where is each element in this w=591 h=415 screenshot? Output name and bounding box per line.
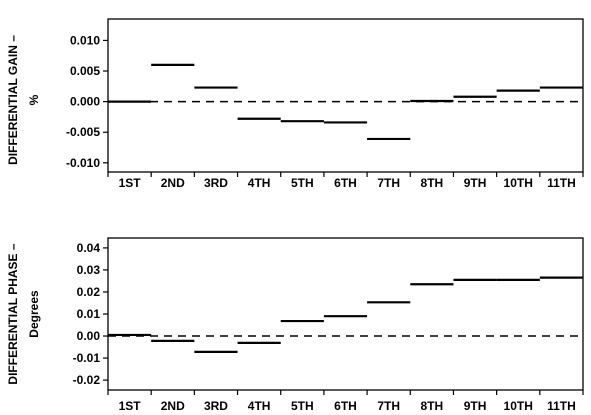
chart-2-ytick-label: 0.03 [77,263,101,277]
chart-2-xtick-label: 1ST [119,399,142,413]
chart-1-ytick-label: 0.005 [70,64,100,78]
chart-1-ylabel-line: % [27,94,41,105]
chart-2-xtick-label: 5TH [291,399,314,413]
chart-2-plot-frame [107,237,584,391]
chart-1-xtick-label: 9TH [464,176,487,190]
chart-2-xtick-label: 6TH [334,399,357,413]
chart-1-ytick-label: 0.010 [70,33,100,47]
chart-2-xtick-label: 9TH [464,399,487,413]
chart-2-xtick-label: 4TH [248,399,271,413]
chart-1-xtick-label: 4TH [248,176,271,190]
chart-2-ytick-label: -0.02 [73,373,101,387]
chart-2-ytick-label: 0.00 [77,329,101,343]
chart-2-xtick-label: 7TH [377,399,400,413]
chart-1-xtick-label: 8TH [421,176,444,190]
chart-2-ytick-label: 0.01 [77,307,101,321]
chart-2-xtick-label: 3RD [204,399,228,413]
chart-1-xtick-label: 6TH [334,176,357,190]
chart-1-xtick-label: 3RD [204,176,228,190]
chart-1-ytick-label: 0.000 [70,95,100,109]
chart-2-ylabel-line: Degrees [27,290,41,338]
chart-1-ytick-label: -0.010 [66,156,100,170]
chart-1-xtick-label: 1ST [119,176,142,190]
chart-1-xtick-label: 2ND [161,176,185,190]
chart-1-ytick-label: -0.005 [66,125,100,139]
chart-1-xtick-label: 5TH [291,176,314,190]
chart-2-xtick-label: 2ND [161,399,185,413]
chart-1-ylabel-line: DIFFERENTIAL GAIN – [6,35,20,165]
chart-1-xtick-label: 7TH [377,176,400,190]
chart-2-ytick-label: 0.04 [77,241,101,255]
chart-2-xtick-label: 11TH [547,399,576,413]
chart-2-ytick-label: 0.02 [77,285,101,299]
chart-2-xtick-label: 10TH [504,399,533,413]
chart-1-plot-frame [107,18,584,173]
chart-1-xtick-label: 10TH [504,176,533,190]
chart-2-xtick-label: 8TH [421,399,444,413]
chart-2-ylabel-line: DIFFERENTIAL PHASE – [6,243,20,384]
chart-1-xtick-label: 11TH [547,176,576,190]
chart-2-ytick-label: -0.01 [73,351,101,365]
